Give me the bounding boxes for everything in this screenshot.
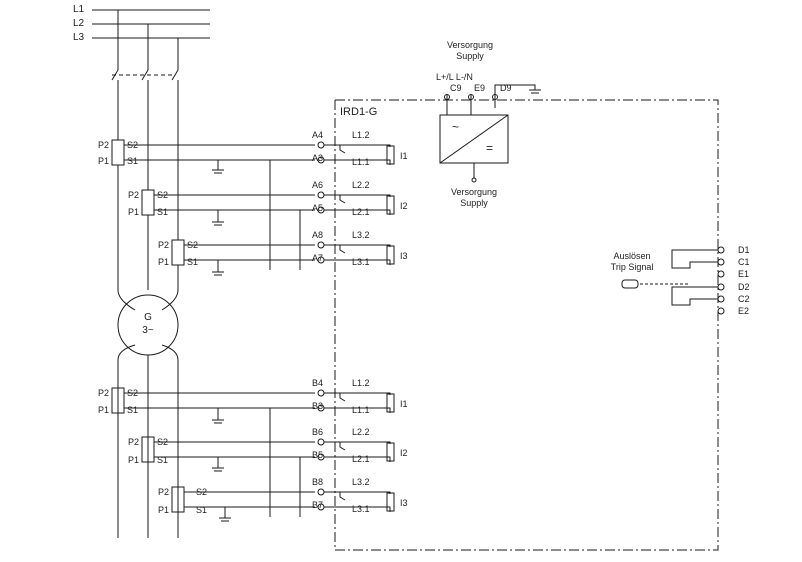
bus-label-l1: L1 [73, 4, 85, 15]
terminal-c2: C2 [738, 294, 750, 304]
input-i2-lower: I2 [400, 448, 408, 458]
terminal-c1: C1 [738, 257, 750, 267]
ct2-upper-s1: S1 [157, 207, 169, 217]
generator-label: G [144, 312, 152, 323]
bus-label-l2: L2 [73, 18, 85, 29]
ct1-upper-s2: S2 [127, 140, 139, 150]
ct2-lower-p1: P1 [128, 455, 140, 465]
ct3-lower-s2: S2 [196, 487, 208, 497]
ct2-upper-p1: P1 [128, 207, 140, 217]
phase-l3-1-upper: L3.1 [352, 257, 370, 267]
ct1-upper-p1: P1 [98, 156, 110, 166]
generator-phase-label: 3~ [142, 325, 154, 336]
supply-top-de: Versorgung [446, 40, 494, 50]
ct3-lower-s1: S1 [196, 505, 208, 515]
terminal-b4: B4 [312, 378, 324, 388]
ct2-upper-s2: S2 [157, 190, 169, 200]
terminal-e1: E1 [738, 269, 750, 279]
terminal-b8: B8 [312, 477, 324, 487]
terminal-a4: A4 [312, 130, 324, 140]
ct3-upper-s2: S2 [187, 240, 199, 250]
ct1-lower-s1: S1 [127, 405, 139, 415]
ct3-upper-s1: S1 [187, 257, 199, 267]
phase-l2-1-lower: L2.1 [352, 454, 370, 464]
phase-l2-1-upper: L2.1 [352, 207, 370, 217]
phase-l3-2-lower: L3.2 [352, 477, 370, 487]
input-i1-lower: I1 [400, 399, 408, 409]
input-i1-upper: I1 [400, 151, 408, 161]
ct1-lower-s2: S2 [127, 388, 139, 398]
phase-l1-1-upper: L1.1 [352, 157, 370, 167]
input-i3-lower: I3 [400, 498, 408, 508]
terminal-b6: B6 [312, 427, 324, 437]
phase-l2-2-upper: L2.2 [352, 180, 370, 190]
ct1-upper-p2: P2 [98, 140, 110, 150]
phase-l1-2-lower: L1.2 [352, 378, 370, 388]
terminal-b7: B7 [312, 500, 324, 510]
phase-l3-1-lower: L3.1 [352, 504, 370, 514]
terminal-d1: D1 [738, 245, 750, 255]
terminal-c9: C9 [450, 83, 462, 93]
bus-label-l3: L3 [73, 32, 85, 43]
ct3-upper-p2: P2 [158, 240, 170, 250]
ct3-upper-p1: P1 [158, 257, 170, 267]
terminal-a7: A7 [312, 253, 324, 263]
ct2-lower-s1: S1 [157, 455, 169, 465]
device-title: IRD1-G [340, 106, 378, 118]
ct3-lower-p2: P2 [158, 487, 170, 497]
terminal-e9: E9 [474, 83, 486, 93]
ct1-lower-p2: P2 [98, 388, 110, 398]
terminal-a3: A3 [312, 153, 324, 163]
input-i2-upper: I2 [400, 201, 408, 211]
supply-bottom-en: Supply [460, 198, 488, 208]
phase-l1-2-upper: L1.2 [352, 130, 370, 140]
phase-l2-2-lower: L2.2 [352, 427, 370, 437]
terminal-d9: D9 [500, 83, 512, 93]
terminal-b3: B3 [312, 401, 324, 411]
dc-symbol: = [486, 141, 494, 155]
trip-label-en: Trip Signal [610, 262, 654, 272]
input-i3-upper: I3 [400, 251, 408, 261]
ct1-upper-s1: S1 [127, 156, 139, 166]
ac-symbol: ~ [452, 120, 460, 134]
terminal-a6: A6 [312, 180, 324, 190]
supply-top-en: Supply [456, 51, 484, 61]
phase-l3-2-upper: L3.2 [352, 230, 370, 240]
supply-polarity: L+/L L-/N [436, 72, 473, 82]
terminal-a5: A5 [312, 203, 324, 213]
ct1-lower-p1: P1 [98, 405, 110, 415]
terminal-e2: E2 [738, 306, 750, 316]
ct2-lower-s2: S2 [157, 437, 169, 447]
terminal-a8: A8 [312, 230, 324, 240]
terminal-d2: D2 [738, 282, 750, 292]
phase-l1-1-lower: L1.1 [352, 405, 370, 415]
terminal-b5: B5 [312, 450, 324, 460]
ct2-lower-p2: P2 [128, 437, 140, 447]
trip-label-de: Auslösen [613, 251, 651, 261]
ct2-upper-p2: P2 [128, 190, 140, 200]
ct3-lower-p1: P1 [158, 505, 170, 515]
supply-bottom-de: Versorgung [450, 187, 498, 197]
